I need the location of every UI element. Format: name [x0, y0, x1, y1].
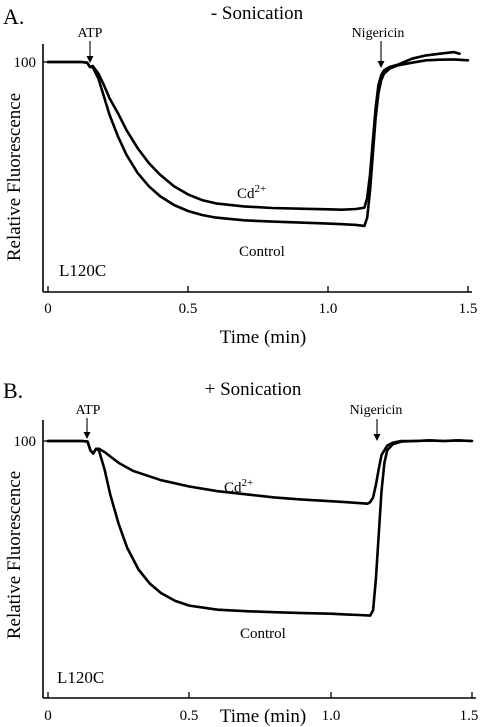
panel-a-cd-label: Cd2+: [237, 183, 266, 202]
panel-b-cd-label: Cd2+: [224, 477, 253, 496]
panel-a-nigericin-label: Nigericin: [352, 26, 405, 41]
panel-b-nigericin-label: Nigericin: [350, 403, 403, 418]
panel-b-x-tick-label-1: 0.5: [180, 708, 199, 724]
panel-b-cd-line: [46, 439, 474, 505]
panel-b-plot: [46, 439, 474, 617]
panel-a-control-label: Control: [239, 244, 285, 260]
panel-a-nigericin-arrowhead: [377, 61, 385, 68]
panel-b-nigericin-arrowhead: [373, 434, 381, 441]
panel-a-atp-arrowhead: [86, 56, 94, 63]
panel-b-x-tick-label-2: 1.0: [322, 708, 341, 724]
panel-a-x-tick-label-3: 1.5: [459, 301, 478, 317]
panel-b-control-line: [46, 439, 474, 617]
panel-b-x-tick-label-3: 1.5: [460, 708, 479, 724]
panel-b-title: + Sonication: [205, 379, 302, 400]
panel-a: A. - Sonication 100 0 0.5 1.0 1.5 Time (…: [3, 3, 477, 348]
panel-b-strain-label: L120C: [57, 668, 104, 687]
panel-a-x-tick-label-0: 0: [44, 301, 52, 317]
panel-a-atp-label: ATP: [78, 26, 103, 41]
panel-a-cd-line: [46, 50, 461, 211]
panel-b-atp-label: ATP: [76, 403, 101, 418]
panel-a-y-tick-label: 100: [14, 55, 37, 71]
panel-b-x-axis-title: Time (min): [220, 706, 306, 727]
panel-a-x-tick-label-1: 0.5: [179, 301, 198, 317]
panel-a-y-axis-title: Relative Fluorescence: [4, 93, 25, 261]
panel-a-label: A.: [3, 4, 24, 29]
panel-a-x-axis-title: Time (min): [220, 327, 306, 348]
panel-b-control-label: Control: [240, 626, 286, 642]
panel-b-atp-arrowhead: [83, 432, 91, 439]
panel-a-strain-label: L120C: [59, 261, 106, 280]
panel-a-x-tick-label-2: 1.0: [319, 301, 338, 317]
panel-b-y-axis-title: Relative Fluorescence: [4, 471, 25, 639]
panel-b-label: B.: [3, 378, 23, 403]
panel-a-plot: [46, 50, 470, 228]
panel-a-control-line: [46, 58, 470, 228]
panel-b-y-tick-label: 100: [14, 434, 37, 450]
panel-b: B. + Sonication 100 0 0.5 1.0 1.5 Time (…: [3, 378, 478, 727]
panel-b-x-tick-label-0: 0: [44, 708, 52, 724]
panel-a-title: - Sonication: [211, 3, 304, 24]
